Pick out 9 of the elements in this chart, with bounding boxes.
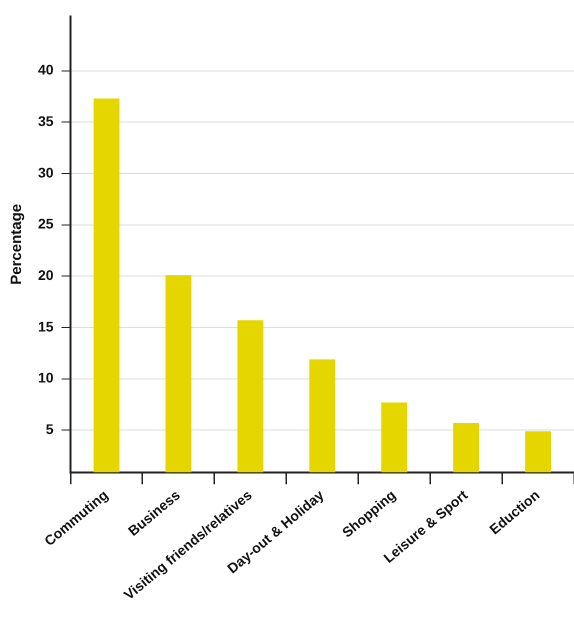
y-tick-label: 15 [38,318,54,334]
y-tick-label: 5 [46,421,54,438]
y-tick-label: 10 [38,370,54,386]
y-tick-label: 20 [38,267,54,284]
y-tick-label: 35 [38,113,54,130]
y-axis-title: Percentage [8,204,26,285]
y-tick-label: 40 [38,62,54,78]
y-tick-label: 30 [38,164,54,180]
y-tick-label: 25 [38,216,54,232]
